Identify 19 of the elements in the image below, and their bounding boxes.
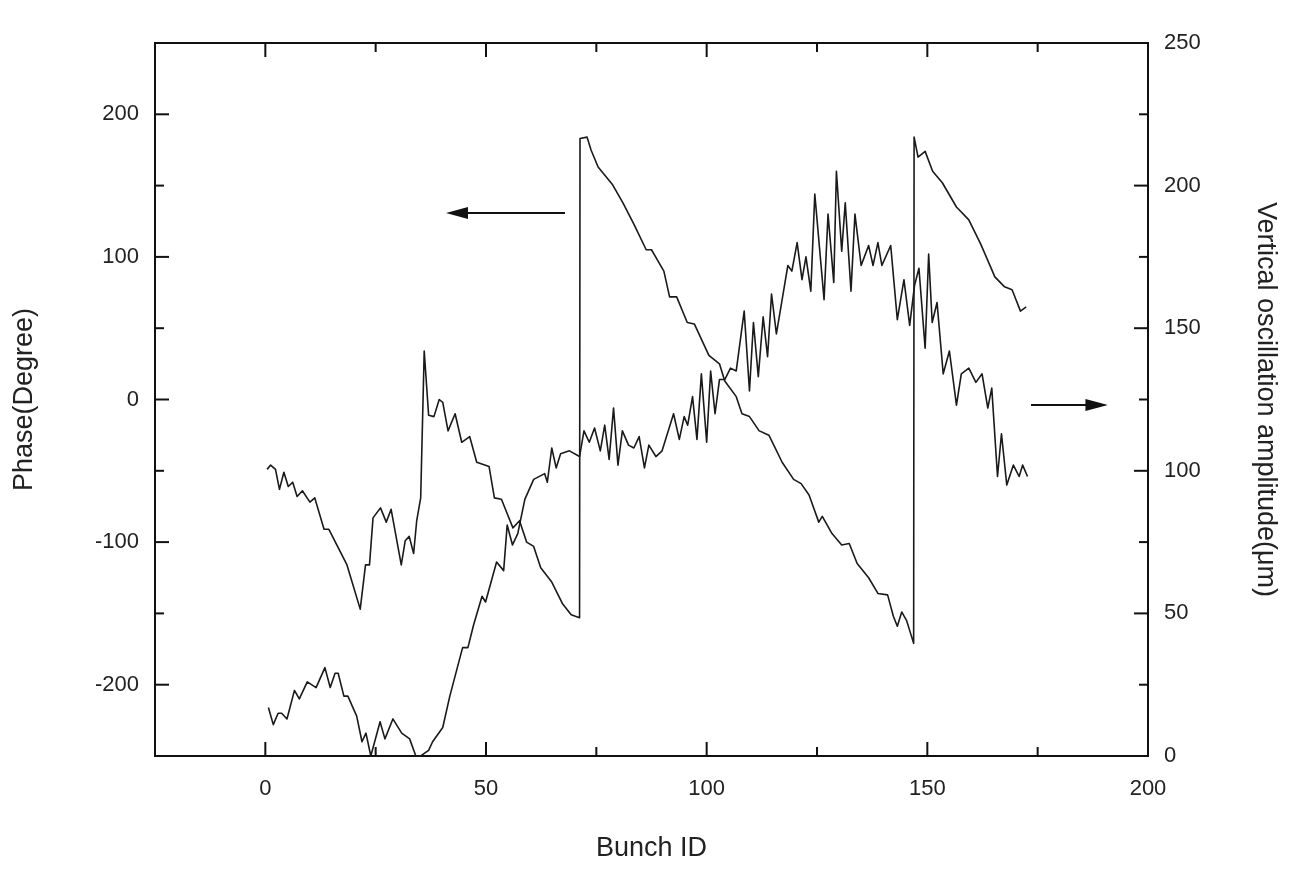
x-tick-label: 200: [1129, 775, 1167, 801]
x-tick-label: 50: [473, 775, 499, 801]
y-axis-title: Phase(Degree): [7, 307, 38, 492]
x-axis-title: Bunch ID: [595, 832, 708, 863]
x-tick-label: 0: [259, 775, 272, 801]
x-tick-label: 150: [908, 775, 946, 801]
y2-tick-label: 150: [1164, 314, 1201, 340]
y-tick-label: 0: [126, 385, 139, 411]
y-tick-label: 100: [102, 242, 139, 268]
y2-tick-label: 100: [1164, 456, 1201, 482]
y2-tick-label: 50: [1164, 599, 1189, 625]
y-tick-label: -100: [94, 528, 139, 554]
x-tick-label: 100: [688, 775, 726, 801]
y-tick-label: 200: [102, 100, 139, 126]
y2-tick-label: 250: [1164, 29, 1201, 55]
y-tick-label: -200: [94, 670, 139, 696]
y2-tick-label: 0: [1164, 742, 1177, 768]
y2-axis-title: Vertical oscillation amplitude(μm): [1252, 201, 1283, 598]
y2-tick-label: 200: [1164, 171, 1201, 197]
